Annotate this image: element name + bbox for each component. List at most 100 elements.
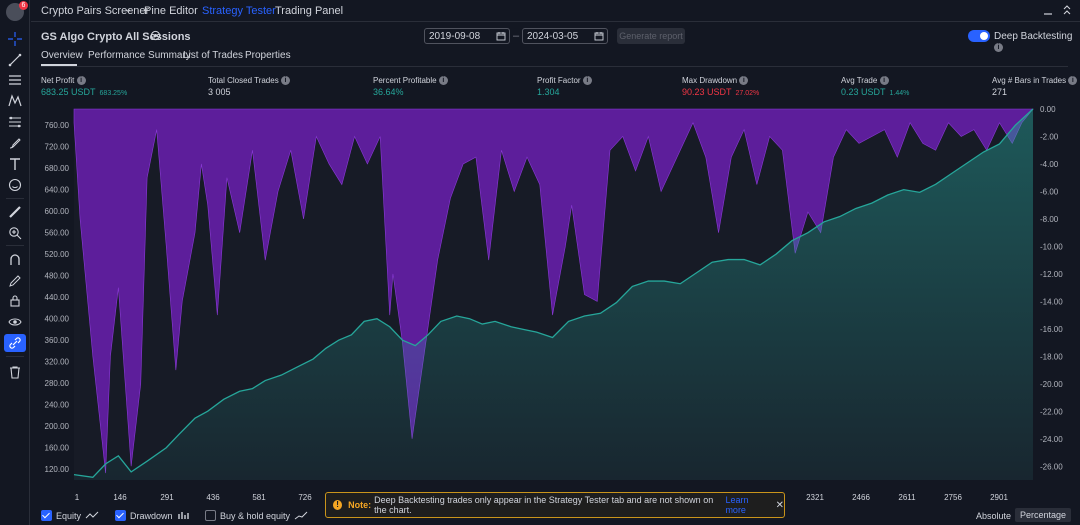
right-axis-tick-label: -18.00 <box>1040 352 1063 361</box>
chevron-down-icon[interactable]: ⌄ <box>124 4 133 15</box>
right-axis-tick-label: -10.00 <box>1040 242 1063 251</box>
drawdown-area <box>73 108 1034 474</box>
generate-report-button[interactable]: Generate report <box>617 28 685 44</box>
x-axis-tick-label: 2321 <box>806 493 824 502</box>
horizontal-lines-icon[interactable] <box>4 71 26 89</box>
link-icon[interactable] <box>4 334 26 352</box>
minimize-icon[interactable] <box>1042 4 1054 16</box>
left-axis-tick-label: 320.00 <box>45 358 70 367</box>
legend-drawdown[interactable]: Drawdown <box>115 510 191 521</box>
right-axis-tick-label: -8.00 <box>1040 215 1059 224</box>
calendar-icon[interactable] <box>496 31 506 41</box>
trend-line-icon[interactable] <box>4 51 26 69</box>
metric-value-avg-bars: 271 <box>992 87 1008 97</box>
left-axis-tick-label: 240.00 <box>45 401 70 410</box>
calendar-icon[interactable] <box>594 31 604 41</box>
notification-badge: 6 <box>19 1 28 10</box>
metric-label-max-drawdown: Max Drawdown i <box>682 76 749 86</box>
date-range-separator: – <box>513 30 520 42</box>
left-axis-tick-label: 160.00 <box>45 444 70 453</box>
right-axis-tick-label: -6.00 <box>1040 187 1059 196</box>
equity-drawdown-chart[interactable]: 760.00 720.00 680.00 640.00 600.00 560.00 520.… <box>0 102 1080 502</box>
info-icon[interactable]: i <box>994 42 1003 52</box>
x-axis-tick-label: 146 <box>113 493 127 502</box>
trash-icon[interactable] <box>4 363 26 381</box>
absolute-button[interactable]: Absolute <box>976 511 1012 521</box>
tab-pine-editor[interactable]: Pine Editor <box>144 5 198 17</box>
info-icon[interactable]: i <box>438 76 448 86</box>
left-axis-tick-label: 120.00 <box>45 465 70 474</box>
x-axis-tick-label: 581 <box>252 493 266 502</box>
ruler-icon[interactable] <box>4 203 26 221</box>
left-axis-tick-label: 640.00 <box>45 186 70 195</box>
line-chart-icon <box>85 511 99 519</box>
crosshair-icon[interactable] <box>4 30 26 48</box>
top-tab-bar: Crypto Pairs Screener ⌄ Pine Editor Stra… <box>31 0 1080 22</box>
deep-backtesting-toggle[interactable] <box>968 30 990 42</box>
left-toolbar: 6 <box>0 0 30 525</box>
legend-drawdown-label: Drawdown <box>130 510 173 521</box>
date-from-value: 2019-09-08 <box>429 31 481 42</box>
date-to-input[interactable]: 2024-03-05 <box>522 28 608 44</box>
drawdown-checkbox[interactable] <box>115 510 126 521</box>
info-icon[interactable]: i <box>280 76 290 86</box>
metric-value-max-drawdown: 90.23 USDT 27.02% <box>682 87 760 97</box>
info-icon[interactable]: i <box>76 76 86 86</box>
percentage-button[interactable]: Percentage <box>1015 508 1072 522</box>
lock-icon[interactable] <box>4 292 26 310</box>
fib-icon[interactable] <box>4 113 26 131</box>
metric-label-avg-bars: Avg # Bars in Trades i <box>992 76 1078 86</box>
emoji-icon[interactable] <box>4 176 26 194</box>
info-icon[interactable]: i <box>879 76 889 86</box>
left-axis-tick-label: 480.00 <box>45 272 70 281</box>
info-icon[interactable]: i <box>739 76 749 86</box>
date-from-input[interactable]: 2019-09-08 <box>424 28 510 44</box>
zoom-icon[interactable] <box>4 224 26 242</box>
buy-hold-checkbox[interactable] <box>205 510 216 521</box>
x-axis-tick-label: 2466 <box>852 493 870 502</box>
left-axis-tick-label: 280.00 <box>45 379 70 388</box>
tab-strategy-tester[interactable]: Strategy Tester <box>202 5 276 17</box>
tab-properties[interactable]: Properties <box>245 50 291 61</box>
deep-backtesting-label: Deep Backtesting i <box>994 31 1073 52</box>
x-axis-tick-label: 2901 <box>990 493 1008 502</box>
info-icon[interactable]: i <box>582 76 592 86</box>
legend-equity[interactable]: Equity <box>41 510 99 521</box>
equity-line <box>73 108 1034 479</box>
left-axis-tick-label: 720.00 <box>45 143 70 152</box>
equity-checkbox[interactable] <box>41 510 52 521</box>
info-icon[interactable]: i <box>1068 76 1078 86</box>
text-icon[interactable] <box>4 155 26 173</box>
brush-icon[interactable] <box>4 134 26 152</box>
tab-performance-summary[interactable]: Performance Summary <box>88 50 191 61</box>
metric-label-net-profit: Net Profit i <box>41 76 86 86</box>
metric-value-net-profit: 683.25 USDT 683.25% <box>41 87 128 97</box>
left-axis-tick-label: 600.00 <box>45 207 70 216</box>
left-axis-tick-label: 200.00 <box>45 422 70 431</box>
pencil-lock-icon[interactable] <box>4 272 26 290</box>
legend-buy-hold[interactable]: Buy & hold equity <box>205 510 308 521</box>
tab-trading-panel[interactable]: Trading Panel <box>275 5 344 17</box>
tab-list-of-trades[interactable]: List of Trades <box>183 50 244 61</box>
magnet-icon[interactable] <box>4 251 26 269</box>
left-axis-tick-label: 440.00 <box>45 293 70 302</box>
pattern-icon[interactable] <box>4 92 26 110</box>
x-axis-tick-label: 726 <box>298 493 312 502</box>
line-chart-icon <box>294 511 308 520</box>
learn-more-link[interactable]: Learn more <box>725 495 749 515</box>
x-axis-tick-label: 291 <box>160 493 174 502</box>
collapse-icon[interactable] <box>1061 4 1073 16</box>
date-to-value: 2024-03-05 <box>527 31 579 42</box>
settings-gear-icon[interactable] <box>150 30 161 41</box>
right-axis-tick-label: -20.00 <box>1040 380 1063 389</box>
right-axis-tick-label: -12.00 <box>1040 270 1063 279</box>
legend-buy-hold-label: Buy & hold equity <box>220 510 291 521</box>
close-icon[interactable]: ✕ <box>775 499 784 511</box>
left-axis-tick-label: 760.00 <box>45 121 70 130</box>
right-axis-tick-label: -24.00 <box>1040 435 1063 444</box>
eye-icon[interactable] <box>4 313 26 331</box>
metric-label-percent-profitable: Percent Profitable i <box>373 76 448 86</box>
tab-crypto-pairs-screener[interactable]: Crypto Pairs Screener <box>41 5 150 17</box>
tab-overview[interactable]: Overview <box>41 50 83 61</box>
metric-label-avg-trade: Avg Trade i <box>841 76 889 86</box>
